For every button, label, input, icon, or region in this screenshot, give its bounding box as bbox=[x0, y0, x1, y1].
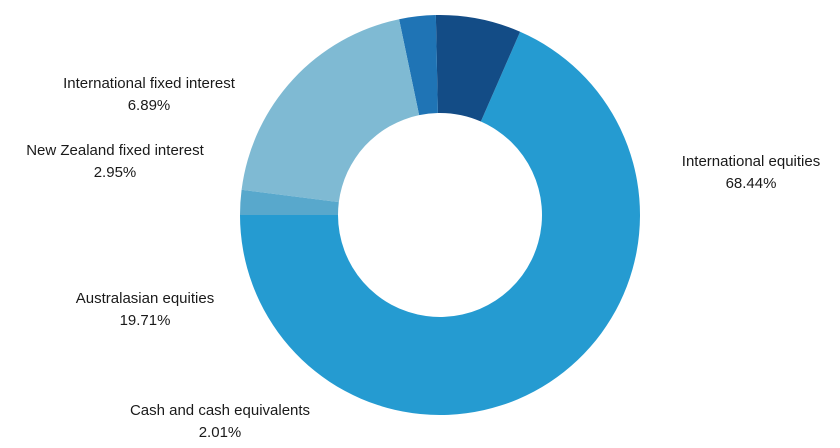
slice-value-international-equities: 68.44% bbox=[726, 175, 777, 192]
donut-slices bbox=[240, 15, 640, 415]
slice-value-australasian-equities: 19.71% bbox=[120, 312, 171, 329]
slice-label-nz-fixed: New Zealand fixed interest bbox=[26, 142, 204, 159]
slice-australasian-equities bbox=[242, 19, 420, 202]
slice-label-international-fixed: International fixed interest bbox=[63, 75, 236, 92]
slice-value-cash: 2.01% bbox=[199, 424, 242, 441]
slice-value-international-fixed: 6.89% bbox=[128, 97, 171, 114]
slice-label-australasian-equities: Australasian equities bbox=[76, 290, 214, 307]
slice-label-international-equities: International equities bbox=[682, 153, 820, 170]
slice-value-nz-fixed: 2.95% bbox=[94, 164, 137, 181]
slice-label-cash: Cash and cash equivalents bbox=[130, 402, 310, 419]
